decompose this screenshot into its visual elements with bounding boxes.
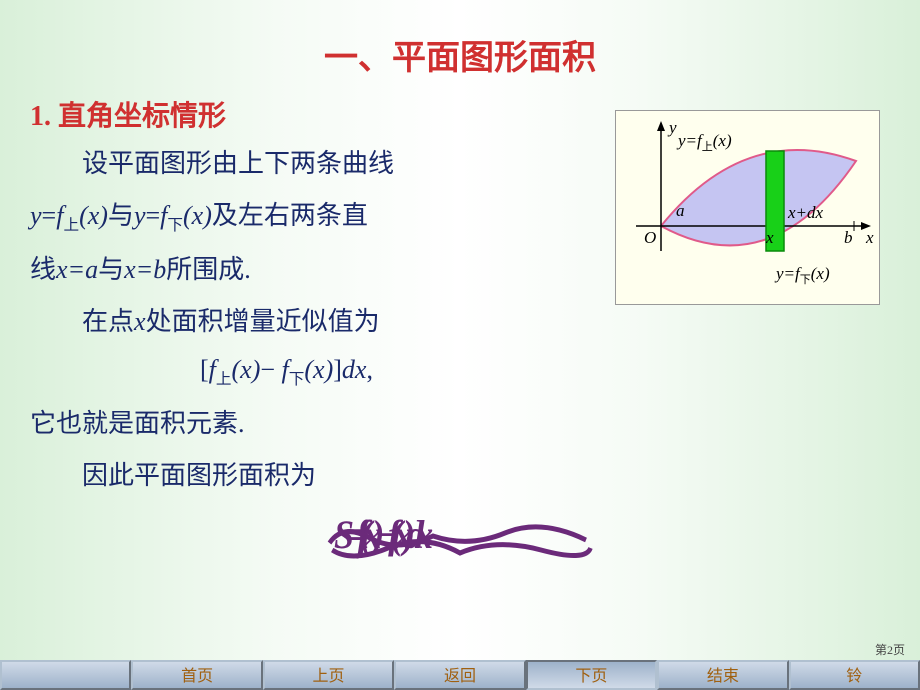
nav-end-label: 结束 xyxy=(707,662,739,686)
subtitle-text: 1. 直角坐标情形 xyxy=(30,101,226,132)
y-label: y xyxy=(667,118,677,137)
integral-formula-image: S=∫f(x)−f(x)dx xyxy=(73,508,847,591)
p3-text: 它也就是面积元素. xyxy=(30,409,245,438)
f1-f1: f xyxy=(209,355,216,384)
origin-label: O xyxy=(644,228,656,247)
p1b-tail: 及左右两条直 xyxy=(212,201,368,230)
p1c-xa: x=a xyxy=(56,255,98,284)
p1b-sub2: 下 xyxy=(167,217,183,234)
navbar: 首页 上页 返回 下页 结束 铃 xyxy=(0,660,920,690)
nav-bell-button[interactable]: 铃 xyxy=(789,660,920,690)
paragraph-2: 在点x处面积增量近似值为 xyxy=(30,300,890,344)
f1-f2: f xyxy=(282,355,289,384)
f1-x2: (x) xyxy=(304,355,333,384)
f1-sub1: 上 xyxy=(216,371,232,388)
nav-spacer[interactable] xyxy=(0,660,131,690)
nav-next-button[interactable]: 下页 xyxy=(526,660,657,690)
text-column: 设平面图形由上下两条曲线 y=f上(x)与y=f下(x)及左右两条直 线x=a与… xyxy=(30,142,610,292)
slide-title: 一、平面图形面积 xyxy=(0,0,920,79)
nav-back-label: 返回 xyxy=(444,662,476,686)
xdx-label: x+dx xyxy=(787,203,824,222)
p1b-y2: y xyxy=(134,201,146,230)
f-upper-label: y=f上(x) xyxy=(676,131,732,153)
a-label: a xyxy=(676,201,685,220)
p2-c: 处面积增量近似值为 xyxy=(146,307,380,336)
nav-next-label: 下页 xyxy=(575,662,607,686)
b-label: b xyxy=(844,228,853,247)
f1-sub2: 下 xyxy=(289,371,305,388)
f1-minus: − xyxy=(260,355,275,384)
p1c-pre: 线 xyxy=(30,255,56,284)
nav-end-button[interactable]: 结束 xyxy=(657,660,788,690)
nav-home-button[interactable]: 首页 xyxy=(131,660,262,690)
p1b-x1: (x) xyxy=(79,201,108,230)
diagram: y x O a b x x+dx y=f上(x) y=f下(x) xyxy=(615,110,880,305)
f1-open: [ xyxy=(200,355,209,384)
page-counter: 第2页 xyxy=(875,641,905,658)
p1b-eq1: = xyxy=(42,201,57,230)
svg-text:S=∫f(x)−f(x)dx: S=∫f(x)−f(x)dx xyxy=(334,514,433,560)
paragraph-3: 它也就是面积元素. xyxy=(30,402,890,446)
slide: 一、平面图形面积 1. 直角坐标情形 设平面图形由上下两条曲线 y=f上(x)与… xyxy=(0,0,920,690)
f1-close: ] xyxy=(333,355,342,384)
nav-prev-label: 上页 xyxy=(313,662,345,686)
p1b-and: 与 xyxy=(108,201,134,230)
x-tick-label: x xyxy=(765,228,774,247)
nav-home-label: 首页 xyxy=(181,662,213,686)
p1b-eq2: = xyxy=(145,201,160,230)
f-lower-label: y=f下(x) xyxy=(774,264,830,286)
p1c-tail: 所围成. xyxy=(166,255,251,284)
nav-prev-button[interactable]: 上页 xyxy=(263,660,394,690)
f1-x1: (x) xyxy=(232,355,261,384)
f1-dx: dx xyxy=(342,355,367,384)
p1b-y1: y xyxy=(30,201,42,230)
p1b-sub1: 上 xyxy=(63,217,79,234)
title-text: 一、平面图形面积 xyxy=(324,40,596,77)
y-arrow xyxy=(657,121,665,131)
paragraph-1c: 线x=a与x=b所围成. xyxy=(30,248,610,292)
p2-a: 在点 xyxy=(82,307,134,336)
formula-1: [f上(x)− f下(x)]dx, xyxy=(30,348,890,394)
p4-text: 因此平面图形面积为 xyxy=(82,461,316,490)
paragraph-4: 因此平面图形面积为 xyxy=(30,454,890,498)
nav-back-button[interactable]: 返回 xyxy=(394,660,525,690)
p1a-text: 设平面图形由上下两条曲线 xyxy=(82,149,394,178)
p1b-x2: (x) xyxy=(183,201,212,230)
paragraph-1a: 设平面图形由上下两条曲线 xyxy=(30,142,610,186)
p1c-xb: x=b xyxy=(124,255,166,284)
nav-bell-label: 铃 xyxy=(846,662,862,686)
region-shape xyxy=(661,150,856,245)
f1-comma: , xyxy=(366,355,373,384)
x-label: x xyxy=(865,228,874,247)
paragraph-1b: y=f上(x)与y=f下(x)及左右两条直 xyxy=(30,194,610,240)
p2-x: x xyxy=(134,307,146,336)
p1c-and: 与 xyxy=(98,255,124,284)
